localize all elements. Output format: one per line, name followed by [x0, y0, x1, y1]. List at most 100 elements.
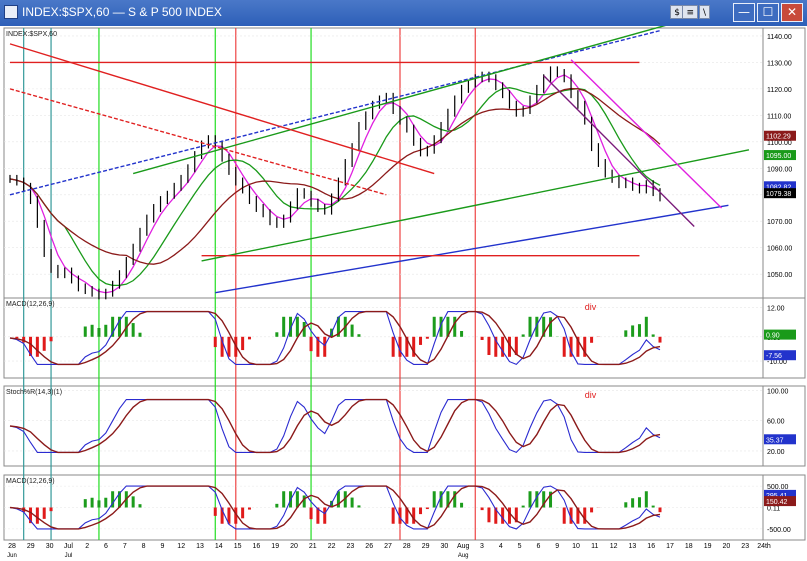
hist-bar-3-69	[480, 507, 484, 511]
y-tick-label-0-2: 1120.00	[767, 87, 792, 94]
hist-bar-1-39	[275, 332, 279, 337]
hist-bar-1-32	[227, 336, 231, 357]
hist-bar-1-30	[213, 336, 217, 348]
hist-bar-1-19	[138, 332, 142, 337]
hist-bar-3-49	[343, 491, 347, 508]
hist-bar-1-50	[350, 324, 354, 337]
draw-tool-button[interactable]: \	[698, 5, 710, 19]
y-tick-label-1-0: 12.00	[767, 306, 785, 313]
x-tick-label-11: 14	[215, 543, 223, 550]
hist-bar-1-70	[487, 336, 491, 356]
hist-bar-3-57	[398, 507, 402, 524]
value-tag-label-0-1: 1095.00	[766, 153, 791, 160]
hist-bar-3-71	[494, 507, 498, 524]
hist-bar-1-75	[521, 334, 525, 337]
hist-bar-3-74	[514, 507, 518, 523]
hist-bar-3-62	[432, 491, 436, 508]
value-tag-box-3-0	[764, 489, 796, 500]
value-tag-box-1-0	[764, 329, 796, 340]
hist-bar-1-11	[83, 326, 87, 337]
hist-bar-3-75	[521, 505, 525, 508]
hist-bar-3-63	[439, 491, 443, 508]
minimize-button[interactable]: —	[733, 3, 755, 22]
ma-slow-line	[9, 87, 661, 265]
hist-bar-3-33	[234, 507, 238, 524]
hist-bar-1-15	[111, 316, 115, 337]
hist-bar-3-46	[323, 507, 327, 524]
x-tick-label-23: 30	[441, 543, 449, 550]
x-tick-label-13: 16	[253, 543, 261, 550]
hist-bar-3-95	[658, 507, 662, 513]
hist-bar-1-44	[309, 336, 313, 352]
hist-bar-3-65	[453, 491, 457, 508]
hist-bar-3-51	[357, 505, 361, 508]
trendline-purple	[543, 75, 695, 228]
panel-title-0: INDEX:$SPX,60	[6, 31, 57, 38]
menu-lines-button[interactable]: ≡	[682, 5, 698, 19]
hist-bar-3-50	[350, 497, 354, 508]
hist-bar-1-85	[590, 336, 594, 343]
hist-bar-3-91	[631, 498, 635, 508]
hist-bar-3-18	[131, 496, 135, 508]
hist-bar-3-72	[501, 507, 505, 524]
maximize-button[interactable]: ☐	[757, 3, 779, 22]
hist-bar-3-61	[425, 507, 429, 510]
x-tick-label-6: 7	[123, 543, 127, 550]
x-tick-label-19: 26	[365, 543, 373, 550]
hist-bar-3-3	[29, 507, 33, 524]
hist-bar-1-42	[295, 316, 299, 337]
hist-bar-1-69	[480, 336, 484, 341]
month-label-0: Jun	[7, 553, 17, 559]
hist-bar-1-73	[507, 336, 511, 357]
hist-bar-1-3	[29, 336, 33, 357]
hist-bar-1-95	[658, 336, 662, 343]
hist-bar-1-16	[117, 316, 121, 337]
y-tick-label-3-0: 500.00	[767, 484, 789, 491]
hist-bar-1-64	[446, 316, 450, 337]
x-tick-label-5: 6	[104, 543, 108, 550]
hist-bar-1-63	[439, 316, 443, 337]
hist-bar-1-34	[241, 336, 245, 351]
x-tick-label-35: 17	[666, 543, 674, 550]
x-tick-label-30: 10	[572, 543, 580, 550]
month-label-1: Jul	[65, 553, 73, 559]
hist-bar-3-11	[83, 499, 87, 508]
hist-bar-3-93	[644, 491, 648, 508]
hist-bar-1-72	[501, 336, 505, 357]
hist-bar-1-90	[624, 330, 628, 337]
y-tick-label-2-0: 100.00	[767, 389, 789, 396]
app-icon	[4, 5, 18, 19]
y-tick-label-0-5: 1090.00	[767, 166, 792, 173]
hist-bar-3-76	[528, 491, 532, 508]
value-tag-box-0-3	[764, 188, 796, 199]
y-tick-label-3-1: 0.11	[767, 506, 780, 513]
hist-bar-1-45	[316, 336, 320, 357]
hist-bar-3-6	[49, 507, 53, 512]
hist-bar-3-45	[316, 507, 320, 524]
x-tick-label-21: 28	[403, 543, 411, 550]
close-button[interactable]: ✕	[781, 3, 803, 22]
y-tick-label-3-2: -500.00	[767, 527, 791, 534]
title-bar[interactable]: INDEX:$SPX,60 — S & P 500 INDEX $ ≡ \ — …	[0, 0, 807, 26]
x-tick-label-26: 4	[499, 543, 503, 550]
hist-bar-3-94	[651, 505, 655, 508]
hist-bar-1-18	[131, 323, 135, 337]
y-axis-strip-0	[762, 27, 806, 299]
value-tag-label-0-2: 1082.82	[766, 184, 791, 191]
hist-bar-1-92	[637, 324, 641, 337]
panel-frame-1	[3, 297, 764, 379]
y-tick-label-0-3: 1110.00	[767, 113, 791, 120]
chart-canvas[interactable]: 1140.001130.001120.001110.001100.001090.…	[0, 26, 807, 561]
trendline-red-dashed	[9, 88, 387, 196]
hist-bar-1-40	[282, 316, 286, 337]
value-tag-label-0-0: 1102.29	[766, 134, 791, 141]
y-tick-label-2-1: 60.00	[767, 419, 785, 426]
value-tag-box-0-1	[764, 150, 796, 161]
trendline-blue-support	[215, 204, 729, 294]
value-tag-box-0-2	[764, 181, 796, 192]
hist-bar-3-82	[569, 507, 573, 524]
x-tick-label-10: 13	[196, 543, 204, 550]
x-tick-label-0: 28	[8, 543, 16, 550]
trendline-green-lower	[201, 149, 750, 262]
